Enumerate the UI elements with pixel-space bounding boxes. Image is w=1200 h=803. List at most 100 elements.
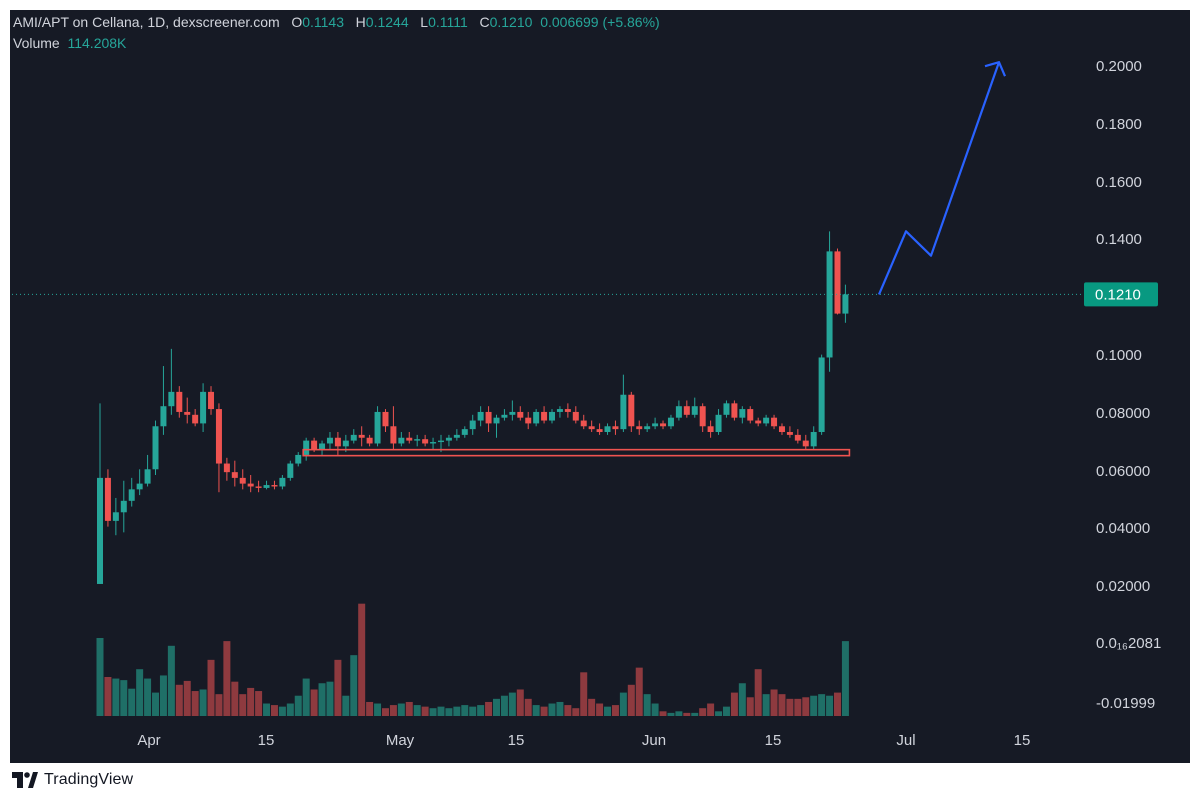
close-value: 0.1210 <box>489 14 533 30</box>
open-label: O <box>291 14 303 30</box>
candle-body <box>485 411 492 424</box>
volume-bar <box>270 705 278 716</box>
candle-body <box>564 409 571 412</box>
volume-bar <box>516 689 524 716</box>
chart-panel <box>10 10 1190 763</box>
volume-bar <box>588 698 596 716</box>
volume-bar <box>683 712 691 716</box>
volume-bar <box>128 688 136 716</box>
candle-body <box>255 486 262 488</box>
volume-bar <box>659 711 667 716</box>
candle-body <box>208 391 215 410</box>
pair-title: AMI/APT on Cellana, 1D, dexscreener.com <box>13 14 280 30</box>
volume-bar <box>635 667 643 716</box>
tradingview-branding[interactable]: TradingView <box>12 769 133 791</box>
candle-body <box>390 426 397 444</box>
candle-body <box>667 417 674 427</box>
volume-bar <box>770 689 778 716</box>
candle-body <box>707 426 714 433</box>
volume-bar <box>826 695 834 716</box>
volume-bar <box>239 694 247 716</box>
candle-body <box>453 434 460 438</box>
volume-bar <box>810 695 818 716</box>
volume-bar <box>207 659 215 716</box>
volume-bar <box>738 683 746 716</box>
candle-body <box>715 414 722 433</box>
candle-body <box>763 417 770 424</box>
y-axis-label: 0.08000 <box>1096 405 1150 422</box>
candle-body <box>588 426 595 430</box>
candle-body <box>675 406 682 418</box>
volume-legend: Volume 114.208K <box>13 35 126 51</box>
volume-bar <box>833 692 841 716</box>
volume-bar <box>374 703 382 716</box>
price-tag-label: 0.1210 <box>1095 286 1141 303</box>
support-line <box>302 448 851 457</box>
volume-bar <box>144 678 152 716</box>
candle-body <box>778 426 785 433</box>
price-tag <box>1084 282 1158 307</box>
volume-bar <box>350 655 358 716</box>
volume-bar <box>604 706 612 716</box>
candle-body <box>342 440 349 447</box>
candle-body <box>556 409 563 412</box>
candle-body <box>628 394 635 427</box>
volume-bar <box>183 680 191 716</box>
x-axis-label: May <box>386 732 415 749</box>
volume-bar <box>730 692 738 716</box>
candle-body <box>104 477 111 521</box>
candle-body <box>477 411 484 421</box>
volume-value: 114.208K <box>67 35 127 51</box>
volume-bar <box>136 669 144 716</box>
candle-body <box>422 439 429 444</box>
candle-body <box>382 411 389 427</box>
candle-body <box>691 406 698 415</box>
x-axis-label: 15 <box>1014 732 1031 749</box>
volume-bar <box>255 691 263 716</box>
candle-body <box>406 437 413 441</box>
candle-body <box>802 440 809 447</box>
candle-body <box>652 423 659 427</box>
candle-body <box>771 417 778 427</box>
ohlc-legend: AMI/APT on Cellana, 1D, dexscreener.com … <box>13 14 660 30</box>
close-label: C <box>479 14 490 30</box>
candle-body <box>810 432 817 447</box>
volume-bar <box>381 708 389 716</box>
tradingview-logo-icon <box>12 772 38 788</box>
volume-bar <box>818 694 826 716</box>
candle-body <box>445 437 452 441</box>
y-axis-label: -0.01999 <box>1096 695 1155 712</box>
volume-bar <box>524 698 532 716</box>
candle-body <box>192 414 199 424</box>
volume-bar <box>461 705 469 716</box>
candle-body <box>247 483 254 487</box>
candle-body <box>683 406 690 415</box>
candle-body <box>176 391 183 412</box>
y-axis-label: 0.1600 <box>1096 174 1142 191</box>
volume-bar <box>548 703 556 716</box>
candle-body <box>350 434 357 441</box>
volume-bar <box>247 687 255 716</box>
candle-body <box>549 411 556 421</box>
volume-bar <box>278 706 286 716</box>
candlesticks <box>97 231 849 584</box>
volume-bar <box>421 706 429 716</box>
candle-body <box>517 411 524 418</box>
y-axis-label: 0.06000 <box>1096 463 1150 480</box>
volume-bar <box>691 712 699 716</box>
candle-body <box>834 251 841 314</box>
volume-bars <box>96 603 849 716</box>
candle-body <box>501 414 508 418</box>
volume-bar <box>112 678 120 716</box>
candle-body <box>541 411 548 421</box>
volume-bar <box>263 703 271 716</box>
volume-bar <box>802 697 810 716</box>
candle-body <box>826 251 833 358</box>
volume-bar <box>572 708 580 716</box>
volume-bar <box>627 684 635 716</box>
x-axis-label: 15 <box>765 732 782 749</box>
candle-body <box>271 485 278 487</box>
candle-body <box>231 472 238 478</box>
candle-body <box>596 429 603 433</box>
